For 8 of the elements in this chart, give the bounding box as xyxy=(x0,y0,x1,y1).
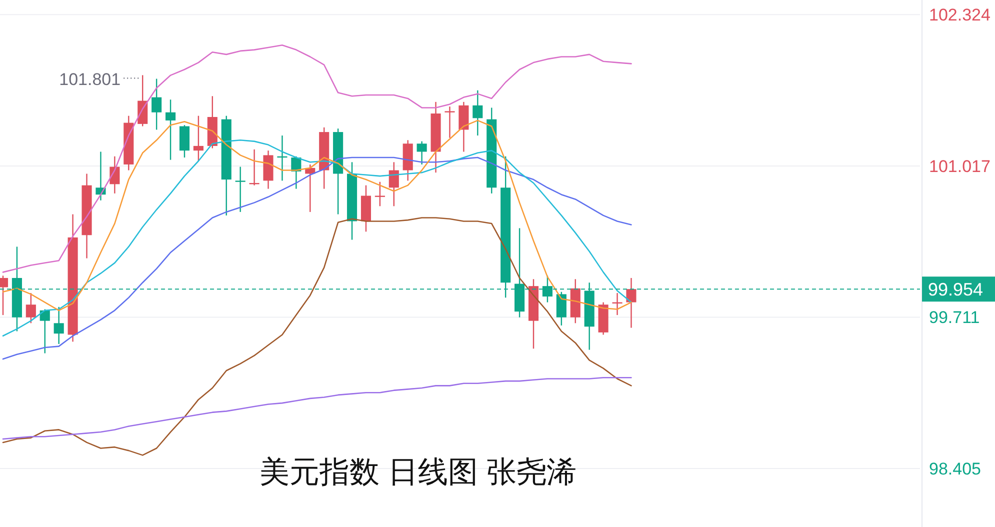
annotation: 101.801 xyxy=(59,70,140,90)
ref-line-label: 99.954 xyxy=(928,280,984,300)
ytick: 102.324 xyxy=(929,6,990,25)
ytick: 98.405 xyxy=(929,460,981,478)
title: 美元指数 日线图 张尧浠 xyxy=(260,456,576,489)
ytick: 99.711 xyxy=(929,308,980,328)
ytick: 101.017 xyxy=(929,156,990,176)
annotation: 101.801 xyxy=(59,70,121,90)
